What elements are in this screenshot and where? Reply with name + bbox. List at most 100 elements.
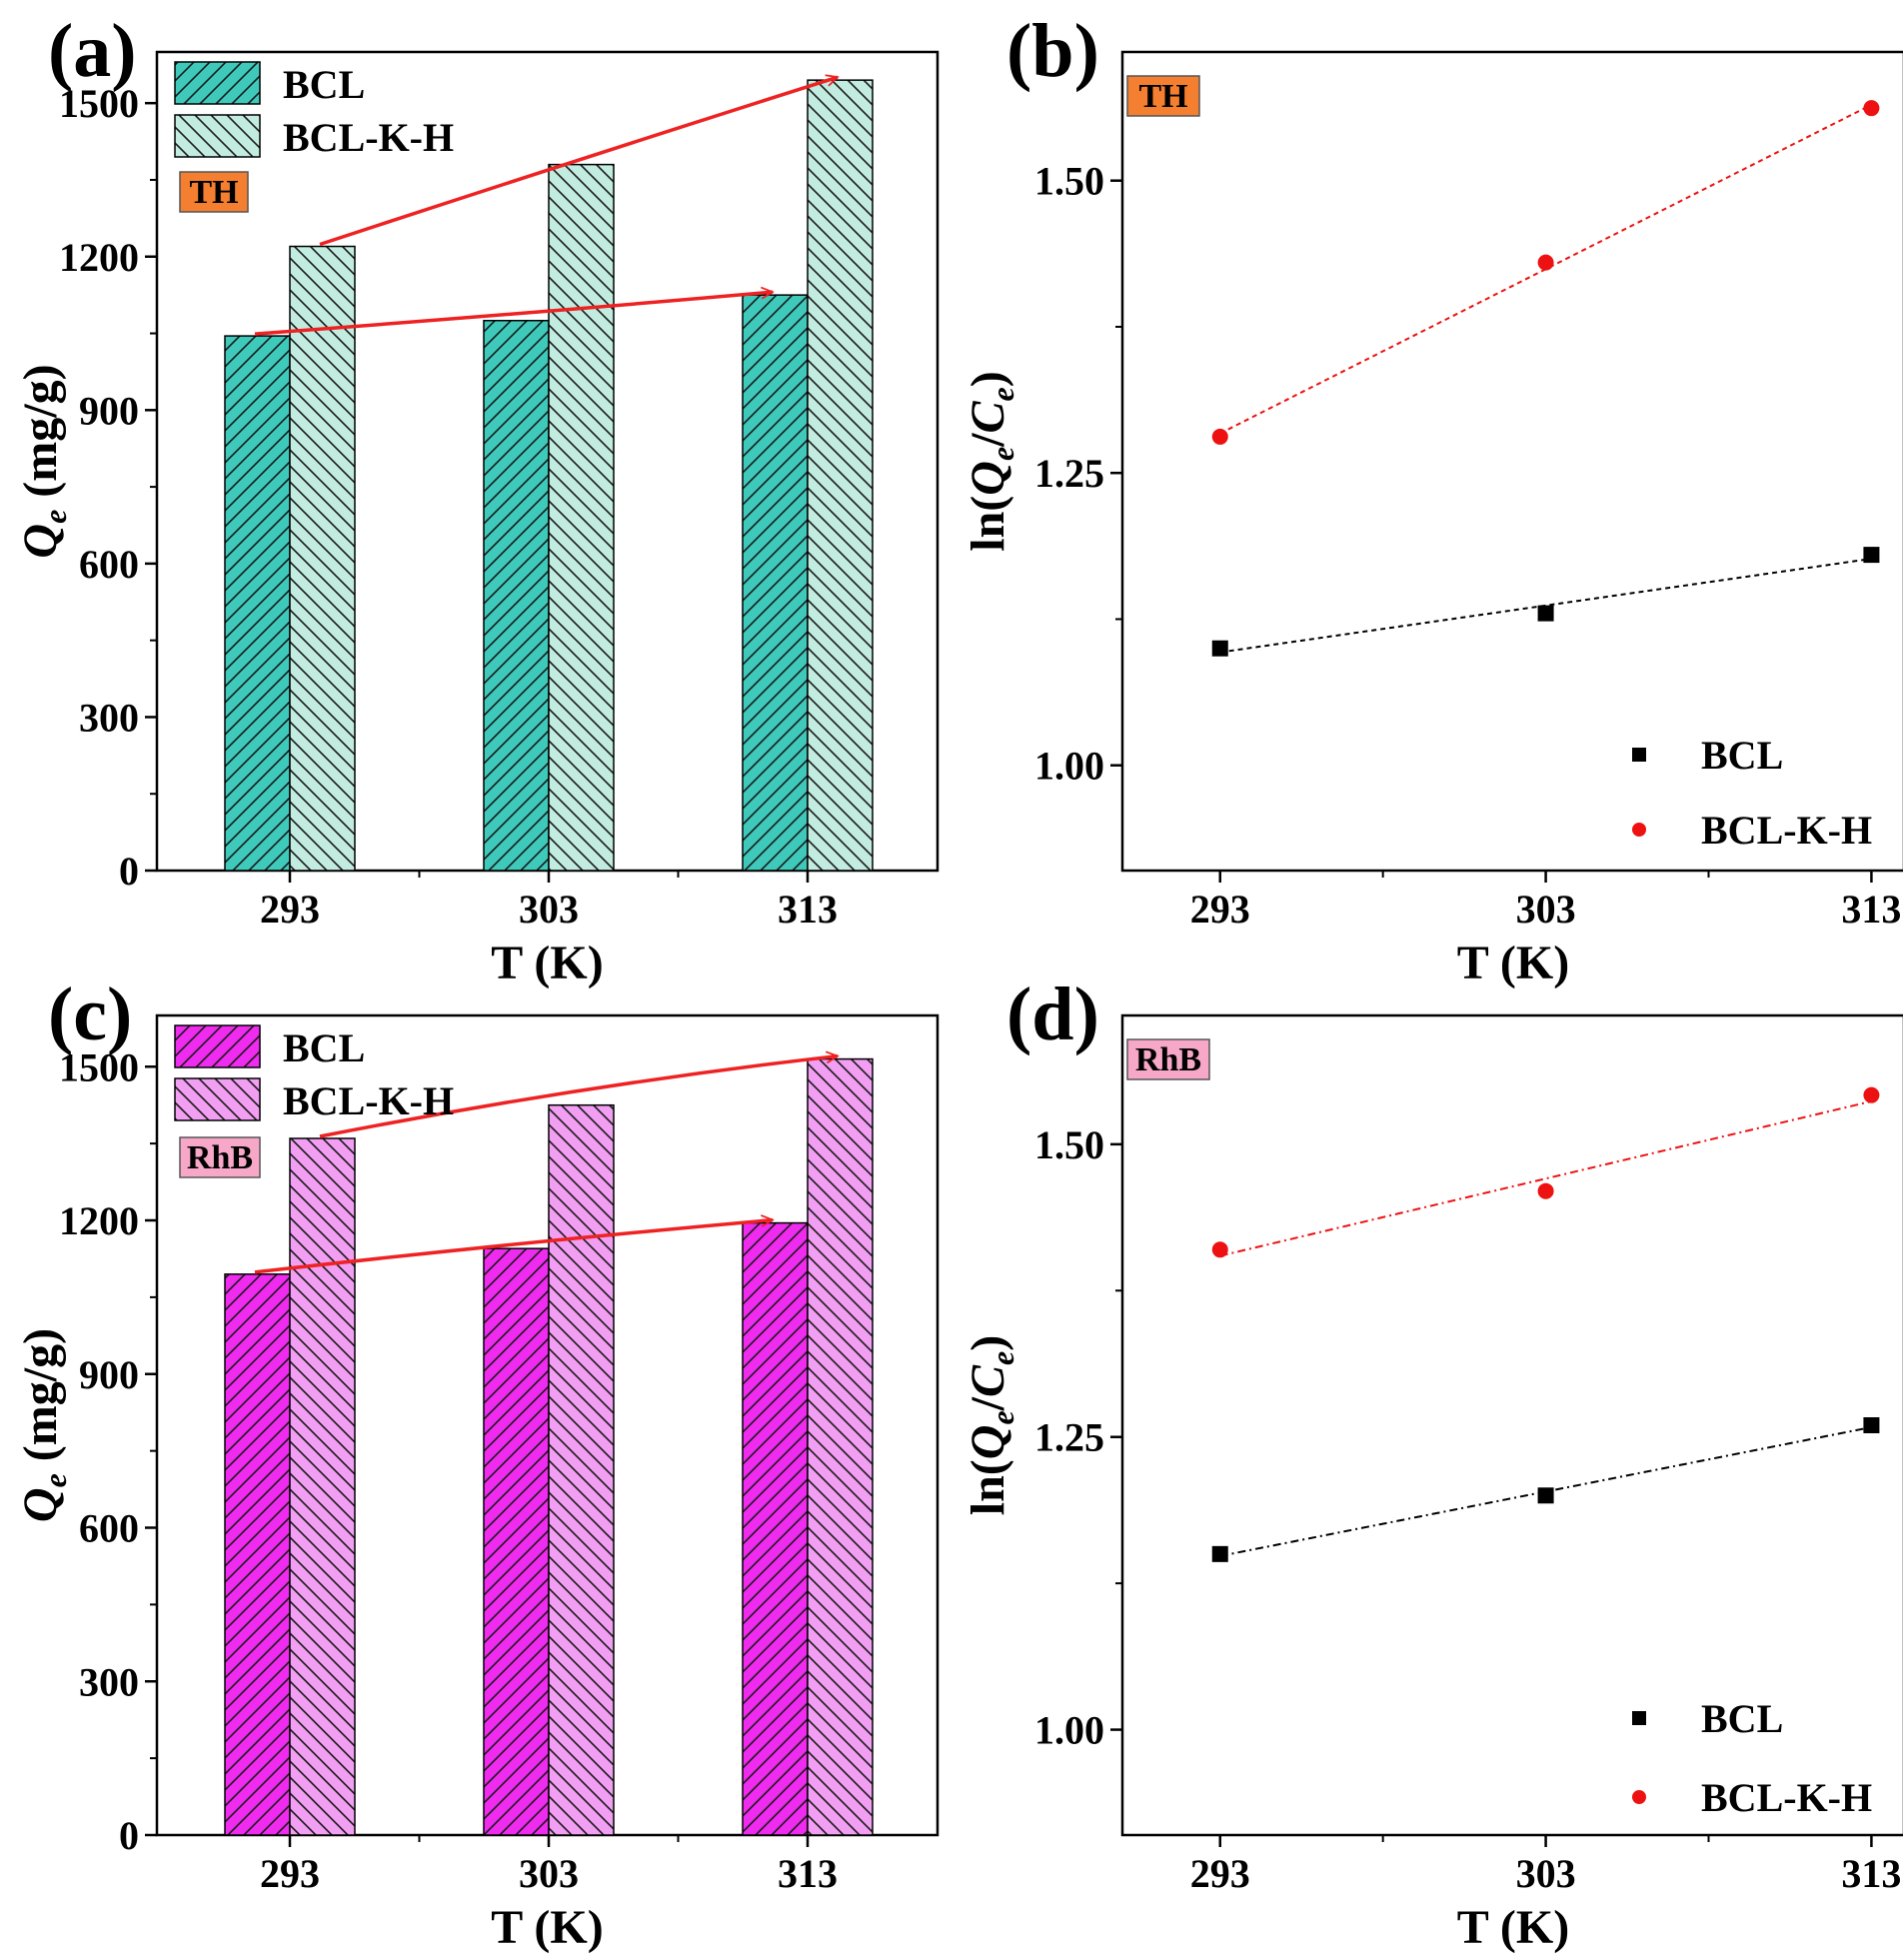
- y-axis-title-unit-a: (mg/g): [14, 364, 67, 509]
- y-axis-title-pre-b: ln(: [961, 496, 1014, 552]
- y-axis-title-csub-d: e: [984, 1351, 1020, 1365]
- legend-label-a-1: BCL-K-H: [283, 115, 454, 160]
- x-tick-label-c-0: 293: [260, 1851, 320, 1896]
- bar-a-bcl-303: [483, 319, 550, 872]
- tag-box-c: [179, 1136, 261, 1178]
- y-axis-title-sub-c: e: [37, 1473, 73, 1487]
- y-axis-title-q-b: Q: [961, 461, 1014, 496]
- bar-hatch-a-1-1: [548, 163, 615, 872]
- y-axis-title-b: ln(Qe/Ce): [961, 371, 1020, 551]
- trend-arrow-a-bcl: [254, 292, 773, 336]
- legend-label-d-1: BCL-K-H: [1701, 1775, 1872, 1820]
- y-axis-title-q-a: Q: [14, 524, 67, 559]
- bar-hatch-a-1-2: [807, 79, 874, 872]
- x-tick-label-a-0: 293: [260, 887, 320, 932]
- y-axis-title-post-b: ): [961, 371, 1014, 387]
- y-tick-label-a-3: 900: [79, 388, 139, 433]
- point-b-bcl-1: [1537, 605, 1554, 622]
- y-tick-label-b-2: 1.50: [1034, 159, 1104, 204]
- point-d-bclkh-1: [1537, 1182, 1554, 1199]
- x-tick-label-a-1: 303: [519, 887, 579, 932]
- legend-item-d-1: BCL-K-H: [1632, 1775, 1872, 1820]
- legend-item-c-0: BCL: [174, 1024, 365, 1070]
- legend-swatch-a-1: [174, 114, 261, 158]
- y-tick-label-c-4: 1200: [59, 1198, 139, 1243]
- legend-marker-d-0: [1632, 1711, 1646, 1725]
- tag-box-b: [1126, 75, 1200, 117]
- x-tick-label-c-1: 303: [519, 1851, 579, 1896]
- panel-a: (a) 0 300 600 900 1200 1500 T (K) TH 293 303 313 BCL…: [14, 9, 940, 989]
- trend-arrow-a-bclkh: [319, 77, 838, 247]
- legend-marker-b-1: [1632, 823, 1646, 837]
- tag-label-b: TH: [1138, 78, 1187, 115]
- fit-line-d-1: [1219, 1099, 1872, 1257]
- x-tick-label-d-2: 313: [1841, 1851, 1901, 1896]
- y-axis-title-q-d: Q: [961, 1425, 1014, 1460]
- y-axis-title-a: Qe (mg/g): [14, 364, 73, 558]
- y-tick-label-a-0: 0: [119, 849, 139, 894]
- point-d-bclkh-0: [1211, 1241, 1228, 1258]
- bar-a-bclkh-313: [807, 79, 874, 872]
- y-tick-label-b-0: 1.00: [1034, 744, 1104, 789]
- bar-c-bclkh-293: [289, 1137, 356, 1836]
- y-axis-title-post-d: ): [961, 1335, 1014, 1351]
- bar-c-bcl-313: [742, 1221, 809, 1836]
- point-d-bcl-2: [1863, 1417, 1880, 1433]
- tag-label-a: TH: [189, 174, 238, 211]
- x-tick-label-b-1: 303: [1516, 887, 1576, 932]
- y-tick-label-a-2: 600: [79, 542, 139, 587]
- legend-label-b-1: BCL-K-H: [1701, 808, 1872, 853]
- bar-a-bcl-293: [224, 335, 291, 872]
- y-axis-title-d: ln(Qe/Ce): [961, 1335, 1020, 1515]
- bar-a-bcl-313: [742, 294, 809, 872]
- legend-marker-b-0: [1632, 748, 1646, 762]
- y-axis-title-c: Qe (mg/g): [14, 1328, 73, 1522]
- y-tick-label-d-1: 1.25: [1034, 1415, 1104, 1460]
- point-d-bcl-1: [1537, 1487, 1554, 1504]
- bar-c-bcl-293: [224, 1273, 291, 1836]
- legend-label-b-0: BCL: [1701, 733, 1783, 778]
- bar-hatch-c-1-0: [289, 1137, 356, 1836]
- legend-item-c-1: BCL-K-H: [174, 1077, 454, 1123]
- legend-item-b-1: BCL-K-H: [1632, 808, 1872, 853]
- series-d-bclkh: [1211, 1086, 1880, 1258]
- y-tick-label-c-3: 900: [79, 1352, 139, 1397]
- legend-item-a-1: BCL-K-H: [174, 114, 454, 160]
- tag-label-d: RhB: [1135, 1041, 1201, 1078]
- legend-label-a-0: BCL: [283, 62, 365, 107]
- y-tick-label-a-1: 300: [79, 695, 139, 740]
- y-axis-title-c-d: C: [961, 1364, 1014, 1397]
- y-axis-title-q-c: Q: [14, 1487, 67, 1522]
- legend-label-d-0: BCL: [1701, 1696, 1783, 1741]
- point-b-bclkh-1: [1537, 254, 1554, 271]
- y-tick-label-c-5: 1500: [59, 1044, 139, 1089]
- series-b-bclkh: [1211, 100, 1880, 445]
- panel-d: (d) 1.00 1.25 1.50 T (K) RhB 293 303 313 BCL BCL-K…: [961, 973, 1903, 1954]
- bar-hatch-a-0-1: [483, 319, 550, 872]
- y-axis-title-slash-b: /: [961, 433, 1014, 448]
- panel-b: (b) 1.00 1.25 1.50 T (K) TH 293 303 313 BCL BCL-K-…: [961, 9, 1903, 989]
- y-tick-label-c-0: 0: [119, 1813, 139, 1858]
- panel-label-c: (c): [48, 973, 132, 1056]
- y-axis-title-c-b: C: [961, 400, 1014, 433]
- y-axis-title-qsub-d: e: [984, 1410, 1020, 1424]
- bar-hatch-c-0-2: [742, 1221, 809, 1836]
- x-tick-label-b-2: 313: [1841, 887, 1901, 932]
- y-tick-label-a-5: 1500: [59, 81, 139, 126]
- legend-label-c-1: BCL-K-H: [283, 1078, 454, 1123]
- plot-frame-b: [1120, 50, 1903, 873]
- bar-a-bclkh-293: [289, 245, 356, 872]
- bar-c-bclkh-303: [548, 1103, 615, 1836]
- legend-swatch-c-1: [174, 1077, 261, 1121]
- x-axis-title-a: T (K): [491, 937, 603, 989]
- legend-swatch-a-0: [174, 61, 261, 105]
- fit-line-b-0: [1219, 558, 1872, 654]
- y-axis-title-slash-d: /: [961, 1396, 1014, 1411]
- y-tick-label-b-1: 1.25: [1034, 451, 1104, 496]
- x-tick-label-d-0: 293: [1190, 1851, 1250, 1896]
- chart-layer: (a) 0 300 600 900 1200 1500 T (K) TH 293 303 313 BCL…: [14, 9, 1903, 1954]
- x-tick-label-d-1: 303: [1516, 1851, 1576, 1896]
- tag-box-a: [179, 171, 249, 213]
- series-b-bcl: [1211, 547, 1880, 657]
